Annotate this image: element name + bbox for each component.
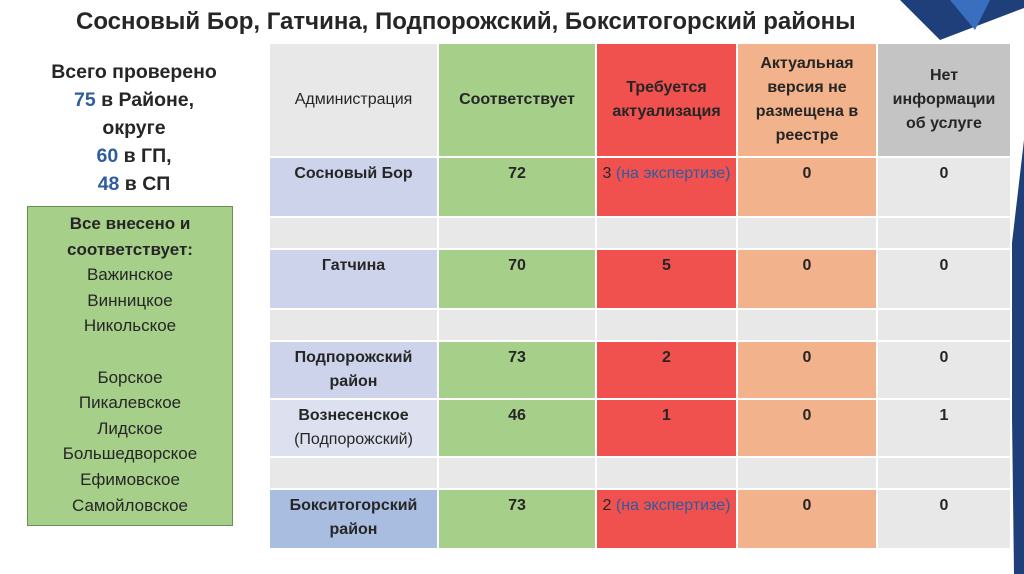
not-placed-cell: 0 bbox=[736, 156, 878, 218]
compliant-list-box: Все внесено и соответствует: Важинское В… bbox=[27, 206, 233, 526]
match-cell: 72 bbox=[437, 156, 597, 218]
no-info-cell: 0 bbox=[876, 156, 1012, 218]
update-cell: 1 bbox=[595, 398, 738, 458]
summary-line-gp: 60 в ГП, bbox=[12, 142, 256, 170]
table-row: Подпорожский район 73 2 0 0 bbox=[268, 340, 1012, 400]
admin-sub-label: (Подпорожский) bbox=[294, 431, 413, 448]
summary-sp-count: 48 bbox=[97, 173, 120, 195]
table-row: Гатчина 70 5 0 0 bbox=[268, 248, 1012, 310]
compliant-list-item: Ефимовское bbox=[80, 469, 180, 489]
match-cell: 73 bbox=[437, 488, 597, 550]
admin-cell: Подпорожский район bbox=[268, 340, 439, 400]
update-cell: 3 (на экспертизе) bbox=[595, 156, 738, 218]
table-row: Сосновый Бор 72 3 (на экспертизе) 0 0 bbox=[268, 156, 1012, 218]
status-table: Администрация Соответствует Требуется ак… bbox=[268, 42, 1012, 550]
compliant-list-item: Самойловское bbox=[71, 495, 188, 515]
summary-sp-text: в СП bbox=[119, 173, 171, 195]
admin-cell: Сосновый Бор bbox=[268, 156, 439, 218]
match-cell: 46 bbox=[437, 398, 597, 458]
compliant-list-item: Винницкое bbox=[87, 290, 173, 310]
compliant-list-item: Лидское bbox=[97, 418, 163, 438]
update-cell: 2 bbox=[595, 340, 738, 400]
update-note: (на экспертизе) bbox=[615, 165, 731, 182]
header-not-placed: Актуальная версия не размещена в реестре bbox=[736, 42, 878, 158]
no-info-cell: 0 bbox=[876, 488, 1012, 550]
table-spacer-row bbox=[268, 308, 1012, 342]
compliant-list-item: Большедворское bbox=[62, 444, 198, 464]
not-placed-cell: 0 bbox=[736, 340, 878, 400]
match-cell: 70 bbox=[437, 248, 597, 310]
table-header-row: Администрация Соответствует Требуется ак… bbox=[268, 42, 1012, 158]
header-no-info: Нет информации об услуге bbox=[876, 42, 1012, 158]
header-admin: Администрация bbox=[268, 42, 439, 158]
slide-title: Сосновый Бор, Гатчина, Подпорожский, Бок… bbox=[76, 8, 856, 35]
update-cell: 5 bbox=[595, 248, 738, 310]
table-row: Бокситогорский район 73 2 (на экспертизе… bbox=[268, 488, 1012, 550]
admin-cell: Гатчина bbox=[268, 248, 439, 310]
summary-gp-text: в ГП, bbox=[118, 145, 172, 167]
summary-line-okrug: округе bbox=[102, 117, 166, 139]
summary-line-sp: 48 в СП bbox=[12, 170, 256, 198]
header-update: Требуется актуализация bbox=[595, 42, 738, 158]
no-info-cell: 0 bbox=[876, 340, 1012, 400]
compliant-list-item: Борское bbox=[97, 367, 163, 387]
header-match: Соответствует bbox=[437, 42, 597, 158]
admin-cell: Бокситогорский район bbox=[268, 488, 439, 550]
not-placed-cell: 0 bbox=[736, 488, 878, 550]
compliant-list-heading-2: соответствует: bbox=[67, 239, 193, 259]
not-placed-cell: 0 bbox=[736, 248, 878, 310]
no-info-cell: 1 bbox=[876, 398, 1012, 458]
summary-block: Всего проверено 75 в Районе, округе 60 в… bbox=[12, 58, 256, 198]
compliant-list-item: Никольское bbox=[83, 316, 177, 336]
table-row: Вознесенское (Подпорожский) 46 1 0 1 bbox=[268, 398, 1012, 458]
update-cell: 2 (на экспертизе) bbox=[595, 488, 738, 550]
summary-line-1: Всего проверено bbox=[51, 61, 217, 83]
table-spacer-row bbox=[268, 216, 1012, 250]
admin-cell: Вознесенское (Подпорожский) bbox=[268, 398, 439, 458]
table-spacer-row bbox=[268, 456, 1012, 490]
not-placed-cell: 0 bbox=[736, 398, 878, 458]
summary-raion-count: 75 bbox=[73, 89, 96, 111]
summary-gp-count: 60 bbox=[96, 145, 119, 167]
summary-raion-text: в Районе, bbox=[95, 89, 195, 111]
match-cell: 73 bbox=[437, 340, 597, 400]
no-info-cell: 0 bbox=[876, 248, 1012, 310]
compliant-list-item: Пикалевское bbox=[78, 393, 182, 413]
compliant-list-heading-1: Все внесено и bbox=[69, 214, 191, 233]
summary-line-raion: 75 в Районе, bbox=[12, 86, 256, 114]
update-note: (на экспертизе) bbox=[615, 497, 731, 514]
compliant-list-item: Важинское bbox=[86, 265, 174, 285]
